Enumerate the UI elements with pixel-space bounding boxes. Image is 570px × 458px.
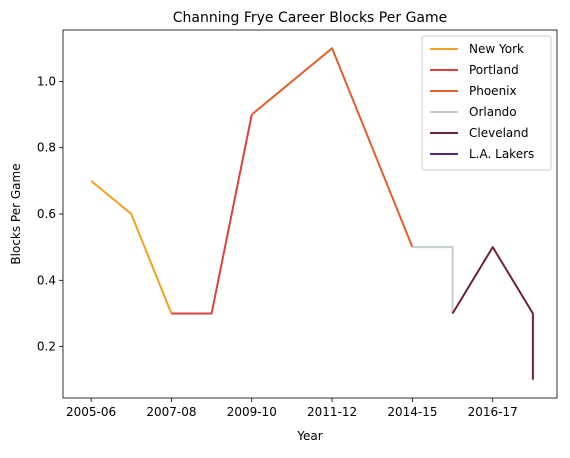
y-tick-label: 0.4 [37,273,56,287]
series-layer [90,47,534,380]
legend-label: New York [469,42,524,56]
chart-title: Channing Frye Career Blocks Per Game [173,10,448,26]
x-tick-label: 2016-17 [468,405,518,419]
series-line-0 [90,180,173,314]
x-tick-label: 2009-10 [227,405,277,419]
y-tick-label: 0.8 [37,141,56,155]
legend: New York Portland Phoenix Orlando Cleveland L… [421,35,552,171]
x-tick-label: 2005-06 [66,405,116,419]
legend-label: Orlando [469,105,517,119]
x-tick-label: 2007-08 [146,405,196,419]
y-tick-label: 1.0 [37,74,56,88]
y-axis: 0.2 0.4 0.6 0.8 1.0 [37,74,63,354]
y-tick-label: 0.6 [37,207,56,221]
x-axis: 2005-06 2007-08 2009-10 2011-12 2014-15 2016-… [66,398,518,419]
legend-label: L.A. Lakers [469,147,534,161]
x-tick-label: 2014-15 [387,405,437,419]
legend-label: Portland [469,63,519,77]
series-line-3 [412,246,454,314]
y-tick-label: 0.2 [37,340,56,354]
y-axis-label: Blocks Per Game [9,163,23,264]
x-axis-label: Year [296,429,322,443]
series-line-1 [171,114,253,315]
legend-label: Cleveland [469,126,529,140]
series-line-2 [251,47,414,248]
series-line-4 [451,246,534,380]
x-tick-label: 2011-12 [307,405,357,419]
legend-label: Phoenix [469,84,517,98]
